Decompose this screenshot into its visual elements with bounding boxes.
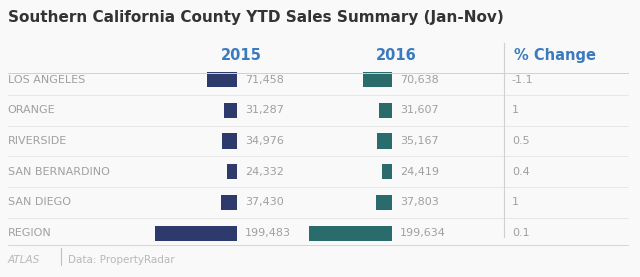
FancyBboxPatch shape [207, 72, 237, 87]
FancyBboxPatch shape [224, 103, 237, 118]
Text: 37,803: 37,803 [400, 198, 438, 207]
Text: 35,167: 35,167 [400, 136, 438, 146]
Text: 0.5: 0.5 [512, 136, 529, 146]
Text: 70,638: 70,638 [400, 75, 438, 84]
Text: 2016: 2016 [376, 48, 417, 63]
Text: 31,287: 31,287 [245, 105, 284, 115]
FancyBboxPatch shape [362, 72, 392, 87]
Text: 199,634: 199,634 [400, 228, 445, 238]
Text: RIVERSIDE: RIVERSIDE [8, 136, 67, 146]
FancyBboxPatch shape [221, 195, 237, 210]
Text: 71,458: 71,458 [245, 75, 284, 84]
FancyBboxPatch shape [309, 225, 392, 241]
Text: 37,430: 37,430 [245, 198, 284, 207]
Text: 24,419: 24,419 [400, 167, 439, 177]
Text: Southern California County YTD Sales Summary (Jan-Nov): Southern California County YTD Sales Sum… [8, 10, 504, 25]
FancyBboxPatch shape [222, 134, 237, 148]
FancyBboxPatch shape [227, 164, 237, 179]
Text: LOS ANGELES: LOS ANGELES [8, 75, 85, 84]
Text: SAN DIEGO: SAN DIEGO [8, 198, 70, 207]
FancyBboxPatch shape [154, 225, 237, 241]
Text: 0.1: 0.1 [512, 228, 529, 238]
Text: 0.4: 0.4 [512, 167, 529, 177]
Text: ORANGE: ORANGE [8, 105, 55, 115]
Text: 199,483: 199,483 [245, 228, 291, 238]
Text: 1: 1 [512, 198, 519, 207]
Text: 24,332: 24,332 [245, 167, 284, 177]
Text: % Change: % Change [514, 48, 596, 63]
Text: -1.1: -1.1 [512, 75, 534, 84]
FancyBboxPatch shape [376, 195, 392, 210]
Text: ATLAS: ATLAS [8, 255, 40, 265]
Text: 31,607: 31,607 [400, 105, 438, 115]
Text: 34,976: 34,976 [245, 136, 284, 146]
Text: 1: 1 [512, 105, 519, 115]
Text: REGION: REGION [8, 228, 51, 238]
Text: Data: PropertyRadar: Data: PropertyRadar [68, 255, 175, 265]
Text: SAN BERNARDINO: SAN BERNARDINO [8, 167, 109, 177]
FancyBboxPatch shape [379, 103, 392, 118]
Text: 2015: 2015 [221, 48, 262, 63]
FancyBboxPatch shape [381, 164, 392, 179]
FancyBboxPatch shape [377, 134, 392, 148]
